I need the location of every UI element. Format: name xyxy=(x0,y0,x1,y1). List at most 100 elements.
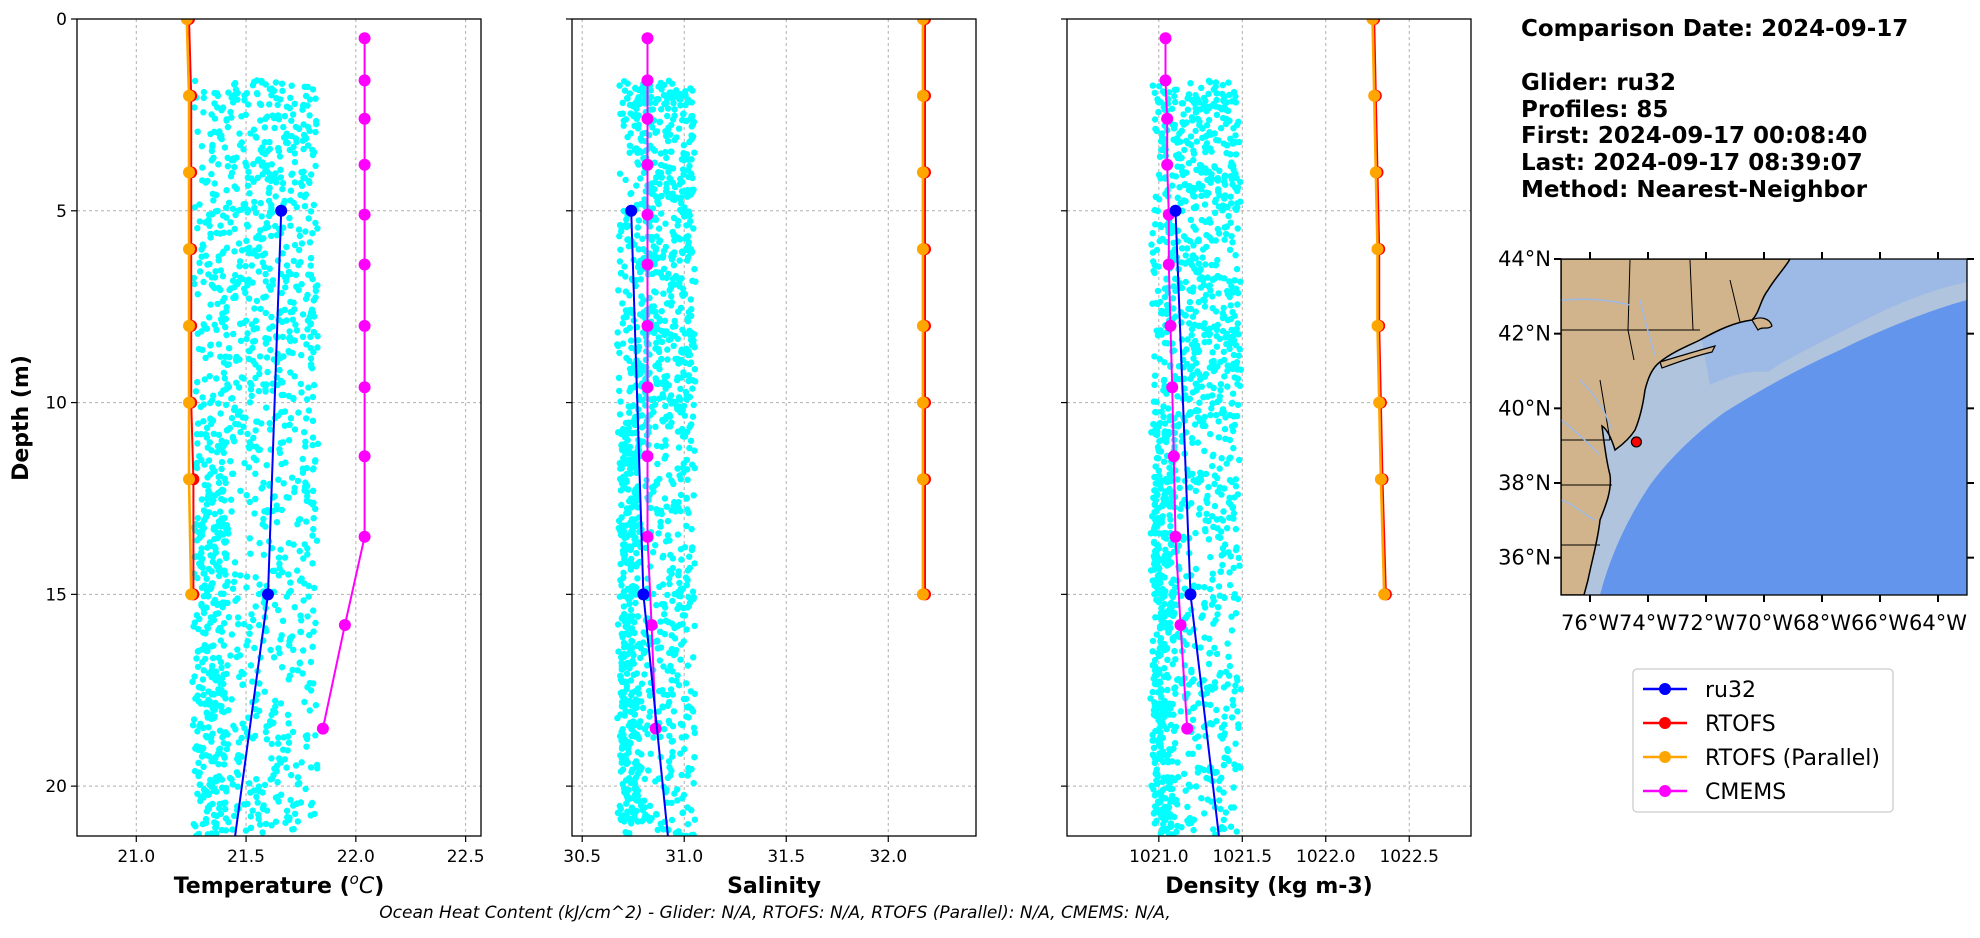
glider-scatter-point xyxy=(1234,320,1242,327)
glider-scatter-point xyxy=(262,115,269,123)
glider-scatter-point xyxy=(291,337,298,344)
glider-scatter-point xyxy=(272,170,279,177)
glider-scatter-point xyxy=(227,173,235,180)
glider-scatter-point xyxy=(647,708,654,715)
glider-scatter-point xyxy=(298,240,306,247)
glider-scatter-point xyxy=(192,823,199,830)
close-paren: ) xyxy=(374,874,384,899)
glider-scatter-point xyxy=(635,539,643,546)
glider-scatter-point xyxy=(275,116,283,123)
glider-scatter-point xyxy=(1185,140,1192,147)
glider-scatter-point xyxy=(1209,392,1216,399)
glider-scatter-point xyxy=(664,591,671,599)
glider-scatter-point xyxy=(246,347,253,355)
glider-scatter-point xyxy=(651,401,659,408)
glider-scatter-point xyxy=(222,315,230,323)
glider-scatter-point xyxy=(1217,515,1225,523)
glider-scatter-point xyxy=(1232,525,1240,533)
glider-scatter-point xyxy=(1161,600,1168,608)
glider-scatter-point xyxy=(203,424,211,431)
glider-scatter-point xyxy=(631,122,638,129)
glider-scatter-point xyxy=(628,516,636,523)
glider-scatter-point xyxy=(310,328,318,336)
x-tick-label: 30.5 xyxy=(563,847,601,867)
glider-scatter-point xyxy=(639,312,646,319)
glider-scatter-point xyxy=(215,654,222,661)
glider-scatter-point xyxy=(239,275,246,282)
glider-scatter-point xyxy=(622,707,629,715)
glider-scatter-point xyxy=(664,532,672,539)
glider-scatter-point xyxy=(677,750,684,757)
glider-scatter-point xyxy=(219,734,226,741)
glider-scatter-point xyxy=(298,182,306,189)
glider-scatter-point xyxy=(1178,163,1185,171)
series-point xyxy=(1166,381,1179,394)
glider-scatter-point xyxy=(1186,298,1194,306)
glider-scatter-point xyxy=(1234,187,1241,195)
glider-scatter-point xyxy=(1217,568,1225,575)
glider-scatter-point xyxy=(248,392,255,400)
glider-scatter-point xyxy=(231,571,239,578)
series-point xyxy=(645,619,658,631)
glider-scatter-point xyxy=(231,438,238,445)
glider-scatter-point xyxy=(227,496,235,503)
glider-scatter-point xyxy=(272,794,280,801)
glider-scatter-point xyxy=(1183,259,1190,266)
glider-scatter-point xyxy=(1159,513,1166,520)
glider-scatter-point xyxy=(255,446,262,454)
glider-scatter-point xyxy=(220,369,228,376)
glider-scatter-point xyxy=(289,666,296,674)
glider-scatter-point xyxy=(1196,161,1204,169)
glider-scatter-point xyxy=(277,546,284,553)
glider-scatter-point xyxy=(286,146,293,154)
glider-scatter-point xyxy=(655,254,662,261)
glider-scatter-point xyxy=(232,294,239,301)
glider-scatter-point xyxy=(616,349,623,356)
glider-scatter-point xyxy=(1209,293,1216,300)
glider-scatter-point xyxy=(1226,494,1233,501)
glider-scatter-point xyxy=(229,826,236,833)
glider-scatter-point xyxy=(1151,809,1159,816)
glider-scatter-point xyxy=(1198,416,1206,424)
glider-scatter-point xyxy=(210,197,217,204)
glider-scatter-point xyxy=(298,281,305,288)
glider-scatter-point xyxy=(674,428,682,435)
glider-scatter-point xyxy=(653,377,660,384)
glider-scatter-point xyxy=(1163,804,1171,811)
glider-scatter-point xyxy=(1192,487,1200,495)
glider-scatter-point xyxy=(225,426,232,433)
glider-scatter-point xyxy=(273,502,280,509)
glider-scatter-point xyxy=(1213,90,1220,97)
glider-scatter-point xyxy=(1205,483,1212,491)
glider-scatter-point xyxy=(1169,295,1177,302)
glider-scatter-point xyxy=(634,337,642,344)
glider-scatter-point xyxy=(293,800,300,808)
glider-scatter-point xyxy=(1204,274,1211,281)
glider-scatter-point xyxy=(301,698,308,706)
glider-scatter-point xyxy=(656,237,664,244)
glider-scatter-point xyxy=(618,224,625,232)
glider-scatter-point xyxy=(1226,246,1234,253)
glider-scatter-point xyxy=(1227,454,1234,461)
glider-scatter-point xyxy=(683,626,690,633)
glider-scatter-point xyxy=(1162,190,1169,198)
glider-scatter-point xyxy=(273,519,281,526)
glider-scatter-point xyxy=(669,748,676,756)
glider-scatter-point xyxy=(626,324,634,331)
glider-scatter-point xyxy=(684,167,692,174)
glider-scatter-point xyxy=(295,286,302,294)
glider-scatter-point xyxy=(189,678,196,685)
glider-scatter-point xyxy=(1211,163,1218,170)
glider-scatter-point xyxy=(243,335,250,343)
glider-scatter-point xyxy=(276,649,283,657)
glider-scatter-point xyxy=(208,157,215,164)
glider-scatter-point xyxy=(307,321,314,328)
glider-scatter-point xyxy=(661,265,668,272)
glider-scatter-point xyxy=(620,817,627,824)
x-tick-label: 1021.5 xyxy=(1213,847,1272,867)
glider-scatter-point xyxy=(198,549,205,556)
glider-scatter-point xyxy=(215,253,222,260)
glider-scatter-point xyxy=(1213,650,1221,658)
glider-scatter-point xyxy=(1189,288,1197,295)
series-point xyxy=(338,619,351,631)
